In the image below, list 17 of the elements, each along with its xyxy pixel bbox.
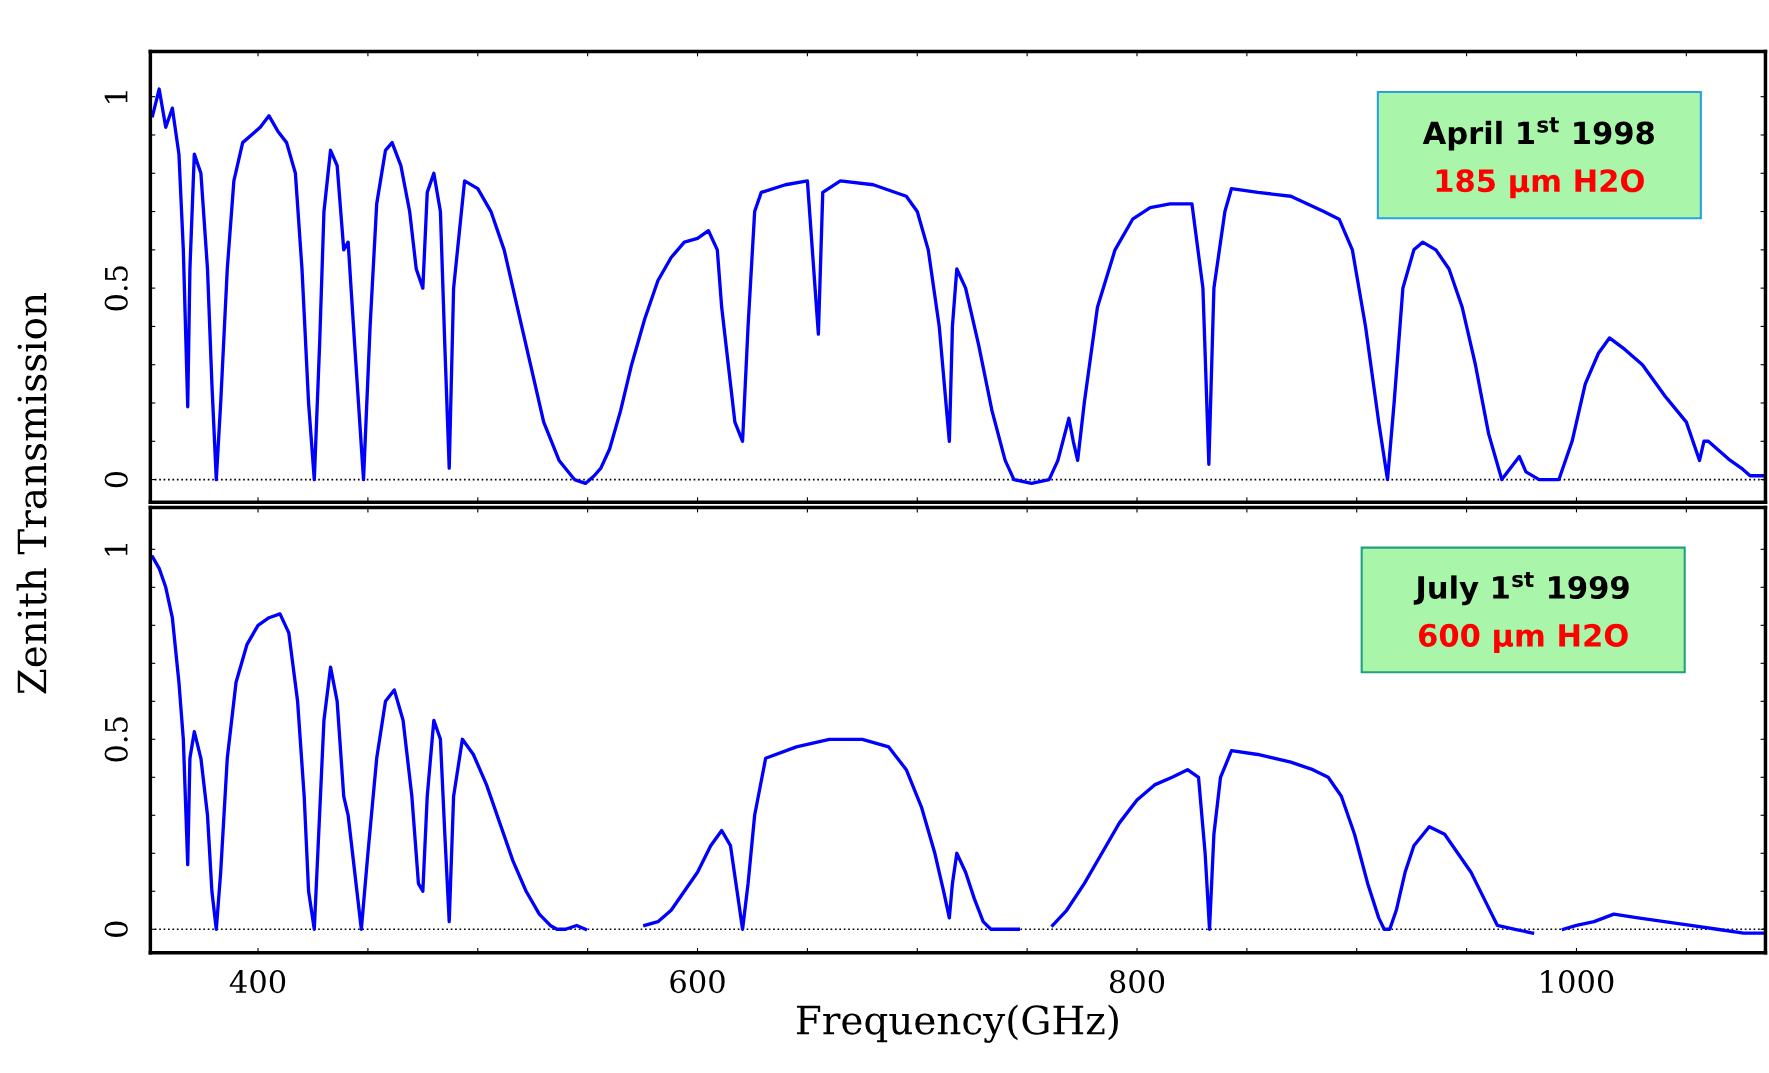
- y-tick-label: 0.5: [104, 266, 128, 311]
- x-axis-title: Frequency(GHz): [796, 1004, 1118, 1043]
- y-tick-label: 0: [104, 921, 128, 937]
- annotation: July 1$^{st}$ 1999: [1413, 571, 1629, 606]
- y-tick-label: 0.5: [104, 717, 128, 762]
- x-tick-label: 600: [670, 970, 725, 994]
- annotation: April 1$^{st}$ 1998: [1422, 117, 1654, 151]
- x-tick-label: 400: [229, 970, 286, 994]
- x-tick-label: 800: [1109, 970, 1165, 994]
- y-tick-label: 1: [104, 543, 128, 556]
- y-tick-label: 1: [104, 91, 128, 103]
- y-tick-label: 0: [104, 471, 128, 488]
- y-axis-title: Zenith Transmission: [16, 292, 47, 694]
- line-series: [150, 87, 1765, 486]
- annotation: 185 µm H2O: [1436, 169, 1644, 199]
- x-tick-label: 1000: [1541, 970, 1614, 994]
- annotation: 600 µm H2O: [1419, 623, 1628, 653]
